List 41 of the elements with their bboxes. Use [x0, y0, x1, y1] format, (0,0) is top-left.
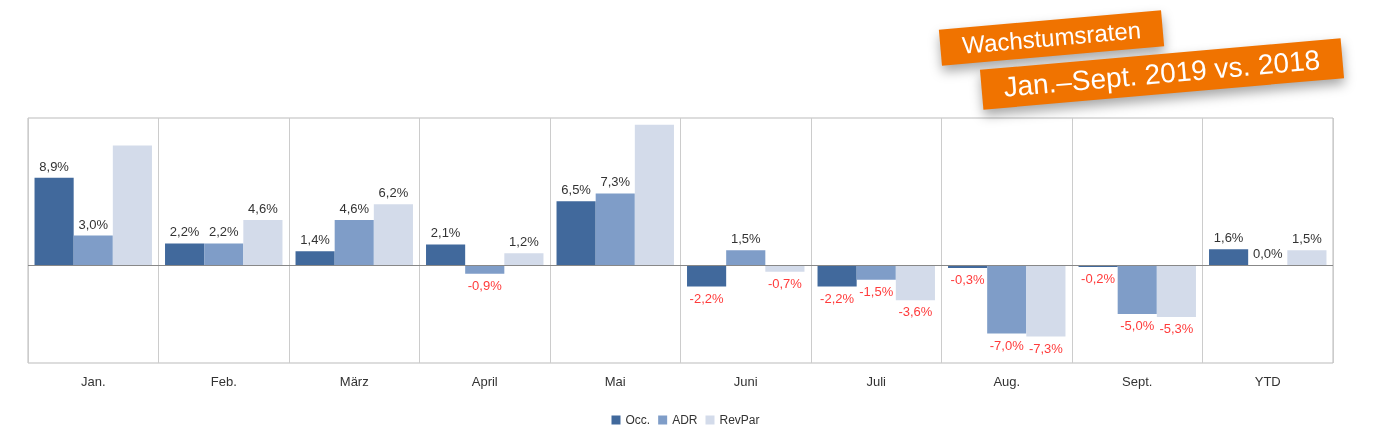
data-label: 0,0% — [1252, 246, 1283, 261]
data-label: 8,9% — [39, 158, 70, 174]
data-label: -5,0% — [1120, 318, 1155, 333]
data-label: -3,6% — [898, 304, 933, 320]
legend-label: RevPar — [719, 413, 760, 427]
data-label: 2,2% — [208, 224, 239, 240]
data-label: 6,2% — [378, 185, 409, 201]
data-label: -0,2% — [1081, 270, 1116, 286]
x-tick-label: März — [339, 374, 369, 389]
x-tick-label: April — [471, 374, 498, 389]
data-label: 2,2% — [169, 224, 200, 240]
x-tick-label: Juli — [866, 374, 887, 389]
data-label: 3,0% — [78, 216, 109, 232]
x-tick-label: Aug. — [993, 374, 1021, 389]
data-label: 7,3% — [600, 174, 631, 190]
data-label: -1,5% — [859, 283, 894, 299]
data-label: -0,7% — [767, 275, 803, 291]
data-label: -0,9% — [467, 277, 503, 293]
data-label: -5,3% — [1159, 320, 1194, 336]
x-tick-label: Jan. — [80, 374, 106, 389]
data-label: 1,5% — [1292, 231, 1323, 247]
data-label: 1,2% — [509, 234, 540, 250]
x-tick-label: YTD — [1254, 374, 1281, 389]
legend-label: Occ. — [625, 413, 651, 427]
data-label: -0,3% — [950, 271, 986, 287]
data-label: -2,2% — [820, 290, 855, 306]
data-label: 4,6% — [339, 200, 370, 216]
x-tick-label: Mai — [604, 374, 626, 389]
data-label: 1,5% — [730, 231, 761, 247]
x-tick-label: Sept. — [1122, 374, 1153, 389]
data-label: 1,6% — [1213, 230, 1244, 246]
data-label: -7,0% — [989, 337, 1025, 353]
data-label: 6,5% — [561, 182, 592, 198]
x-tick-label: Feb. — [210, 374, 237, 389]
data-label: 1,4% — [300, 232, 331, 248]
data-label: 2,1% — [430, 225, 461, 241]
legend-label: ADR — [672, 413, 698, 427]
x-tick-label: Juni — [733, 374, 758, 389]
data-label: 4,6% — [248, 200, 279, 216]
data-label: -7,3% — [1028, 340, 1064, 356]
data-label: -2,2% — [689, 290, 725, 306]
